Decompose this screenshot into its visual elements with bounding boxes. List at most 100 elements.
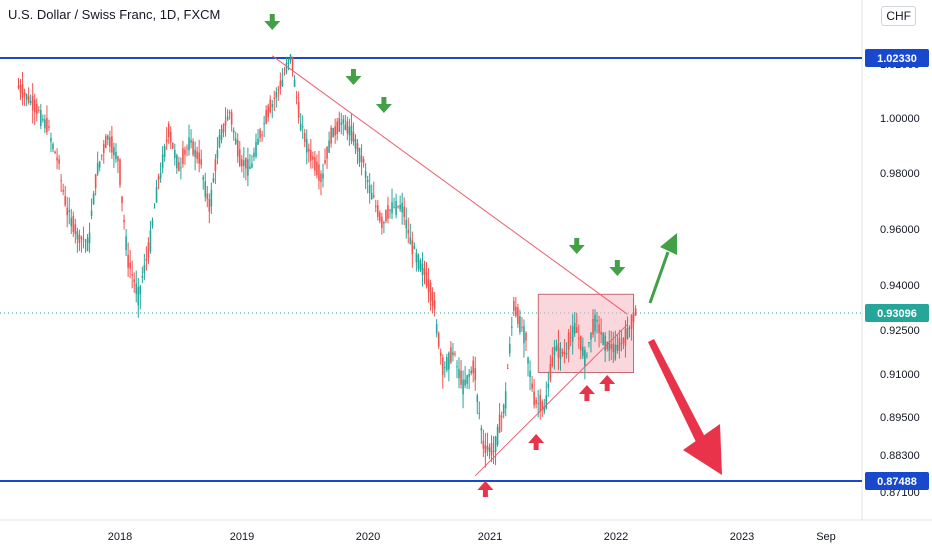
candle: [594, 314, 596, 332]
candle: [610, 343, 613, 350]
candle: [102, 144, 105, 153]
candle: [606, 341, 608, 350]
candle: [137, 287, 140, 306]
candle: [441, 357, 444, 376]
candle: [293, 79, 296, 87]
candle: [42, 119, 44, 121]
candle: [523, 326, 525, 344]
candle: [476, 395, 479, 403]
candle: [547, 383, 550, 389]
candle: [334, 126, 336, 136]
candle: [88, 232, 91, 243]
candle: [127, 254, 129, 268]
candle: [143, 264, 146, 274]
candle: [38, 109, 40, 111]
candle: [50, 138, 52, 142]
candle: [340, 122, 343, 125]
candle: [622, 338, 625, 344]
candle: [125, 236, 127, 251]
candle: [204, 181, 207, 197]
candle: [435, 324, 438, 334]
candle: [411, 240, 414, 255]
candle: [151, 219, 154, 226]
descending-trendline: [271, 55, 628, 315]
candle: [614, 344, 617, 360]
candle: [580, 335, 582, 351]
y-tick-label: 0.94000: [880, 280, 920, 292]
candle: [598, 324, 600, 333]
price-label: 1.02330: [877, 53, 917, 65]
candle: [466, 375, 468, 384]
x-tick-label: 2023: [730, 531, 754, 543]
candle: [504, 391, 507, 409]
candle: [245, 157, 247, 169]
candle: [169, 131, 172, 143]
red-up-arrow-icon: [528, 434, 545, 450]
candle: [541, 401, 544, 411]
candle: [318, 164, 320, 181]
candle: [305, 139, 308, 153]
y-tick-label: 0.96000: [880, 224, 920, 236]
candle: [230, 112, 233, 125]
candle: [147, 242, 150, 258]
candle: [488, 447, 491, 453]
candle: [86, 237, 89, 251]
candle: [269, 99, 272, 113]
candle: [194, 149, 196, 158]
candle: [533, 391, 535, 406]
candle: [320, 173, 322, 182]
candle: [178, 162, 180, 172]
candle: [133, 279, 136, 283]
candle: [630, 315, 633, 329]
candle: [52, 144, 54, 150]
candle: [553, 347, 556, 356]
candle: [104, 136, 107, 149]
candle: [401, 202, 403, 213]
candle: [48, 126, 50, 128]
green-down-arrow-icon: [568, 238, 585, 254]
green-down-arrow-icon: [375, 97, 392, 113]
candle: [494, 436, 497, 452]
candle: [295, 96, 298, 98]
candle: [374, 205, 377, 208]
candle: [417, 254, 420, 269]
candle: [537, 403, 539, 405]
y-tick-label: 0.91000: [880, 369, 920, 381]
chart-title: U.S. Dollar / Swiss Franc, 1D, FXCM: [8, 7, 221, 22]
candle: [62, 189, 64, 192]
candle: [131, 274, 133, 276]
candle: [517, 307, 519, 324]
candle: [508, 343, 511, 354]
candle: [403, 206, 405, 217]
candle: [372, 195, 375, 198]
candle: [389, 209, 391, 211]
candle: [234, 138, 237, 144]
candle: [539, 394, 542, 412]
candle: [498, 414, 501, 433]
candle: [352, 131, 355, 142]
candle: [92, 193, 95, 205]
candle: [545, 394, 548, 409]
candle: [68, 210, 71, 213]
candle: [336, 121, 339, 135]
candle: [356, 143, 359, 152]
ascending-trendline: [474, 323, 628, 477]
currency-button[interactable]: CHF: [881, 6, 916, 26]
candle: [277, 89, 280, 91]
candle: [377, 205, 379, 217]
price-label-box: [865, 304, 929, 322]
candle: [72, 216, 75, 233]
candle: [139, 285, 142, 295]
candle: [529, 370, 531, 378]
candle: [259, 129, 261, 138]
candle: [549, 364, 552, 381]
candle: [626, 327, 629, 339]
candle: [596, 319, 598, 322]
price-label-box: [865, 49, 929, 67]
candle: [368, 184, 371, 194]
candle: [257, 138, 259, 145]
candle: [527, 357, 529, 364]
candle: [210, 189, 213, 207]
candle: [555, 345, 558, 351]
